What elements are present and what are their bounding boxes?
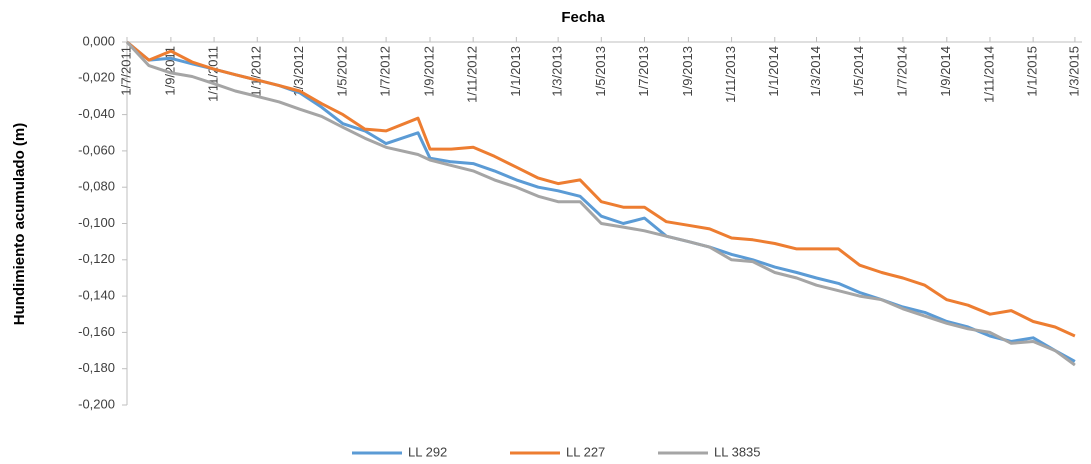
x-tick-label: 1/1/2013 — [508, 46, 523, 97]
y-tick-label: -0,100 — [78, 215, 115, 230]
y-tick-label: -0,040 — [78, 106, 115, 121]
x-tick-label: 1/5/2012 — [334, 46, 349, 97]
legend-label: LL 292 — [408, 444, 447, 459]
x-tick-label: 1/7/2011 — [118, 46, 133, 96]
x-tick-label: 1/5/2013 — [593, 46, 608, 97]
x-tick-label: 1/3/2014 — [808, 46, 823, 97]
x-tick-label: 1/9/2012 — [421, 46, 436, 97]
x-tick-label: 1/3/2012 — [291, 46, 306, 97]
series-line — [126, 40, 1076, 338]
y-tick-label: 0,000 — [82, 33, 115, 48]
x-tick-label: 1/11/2013 — [723, 46, 738, 103]
x-tick-label: 1/7/2012 — [378, 46, 393, 97]
y-tick-label: -0,120 — [78, 251, 115, 266]
y-axis-label: Hundimiento acumulado (m) — [11, 123, 28, 326]
x-tick-label: 1/1/2012 — [249, 46, 264, 97]
y-tick-label: -0,160 — [78, 324, 115, 339]
x-tick-label: 1/9/2013 — [680, 46, 695, 97]
x-tick-label: 1/9/2014 — [938, 46, 953, 97]
legend-label: LL 227 — [566, 444, 605, 459]
y-tick-label: -0,080 — [78, 179, 115, 194]
y-tick-label: -0,060 — [78, 142, 115, 157]
x-tick-label: 1/3/2015 — [1066, 46, 1081, 97]
y-tick-label: -0,020 — [78, 70, 115, 85]
y-tick-label: -0,180 — [78, 360, 115, 375]
x-tick-label: 1/1/2015 — [1025, 46, 1040, 97]
x-tick-label: 1/3/2013 — [550, 46, 565, 97]
x-tick-label: 1/5/2014 — [851, 46, 866, 97]
x-tick-label: 1/11/2014 — [981, 46, 996, 103]
x-tick-label: 1/7/2013 — [636, 46, 651, 97]
x-tick-label: 1/11/2011 — [206, 46, 221, 102]
series-line — [125, 40, 1076, 367]
legend-label: LL 3835 — [714, 444, 761, 459]
x-tick-label: 1/11/2012 — [465, 46, 480, 103]
x-tick-label: 1/1/2014 — [766, 46, 781, 97]
chart-title: Fecha — [561, 9, 605, 26]
x-tick-label: 1/7/2014 — [894, 46, 909, 97]
y-tick-label: -0,140 — [78, 288, 115, 303]
y-tick-label: -0,200 — [78, 396, 115, 411]
